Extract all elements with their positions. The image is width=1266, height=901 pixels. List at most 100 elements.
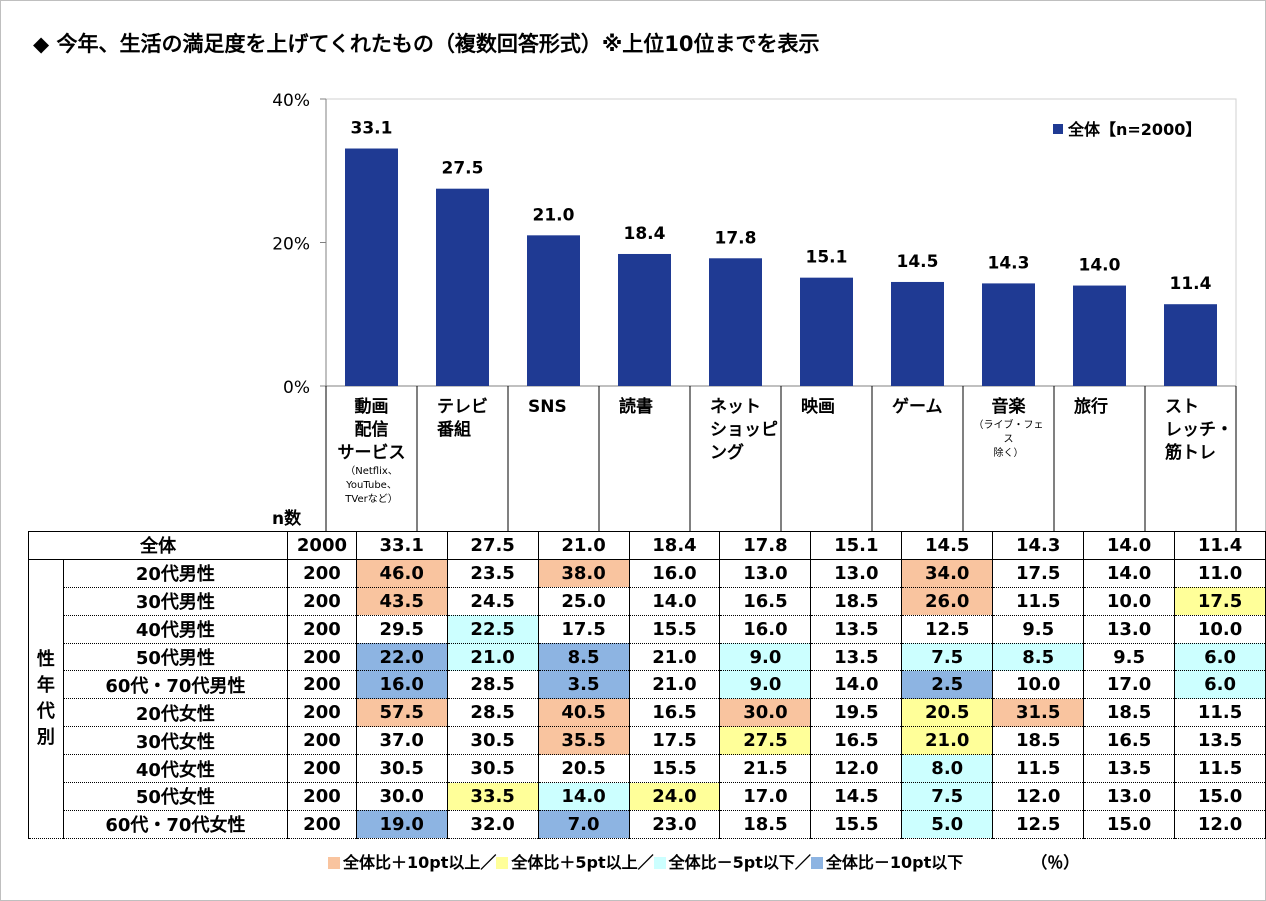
table-cell: 14.0 — [810, 670, 903, 700]
category-header: SNS — [528, 396, 597, 419]
legend-label: 全体比＋10pt以上／ — [343, 853, 497, 872]
row-label: 20代女性 — [62, 698, 289, 728]
table-cell: 18.4 — [628, 531, 721, 560]
category-label: 筋トレ — [1165, 443, 1216, 463]
table-cell: 13.5 — [1174, 726, 1266, 756]
n-value: 200 — [287, 809, 357, 839]
table-cell: 33.5 — [446, 782, 539, 811]
category-header: 旅行 — [1074, 396, 1143, 419]
table-cell: 10.0 — [992, 670, 1085, 700]
table-cell: 6.0 — [1174, 642, 1266, 672]
table-cell: 16.5 — [719, 586, 812, 616]
category-label: ショッピ — [710, 420, 778, 440]
row-label: 40代女性 — [62, 754, 289, 784]
table-cell: 13.5 — [1083, 754, 1176, 784]
row-label: 40代男性 — [62, 614, 289, 644]
category-label: SNS — [528, 397, 567, 417]
table-cell: 37.0 — [355, 726, 448, 756]
legend-label: 全体【n=2000】 — [1067, 120, 1201, 139]
table-cell: 14.0 — [537, 782, 630, 811]
n-header: n数 — [272, 509, 302, 529]
bar — [1073, 285, 1126, 386]
table-cell: 21.5 — [719, 754, 812, 784]
table-row: 50代男性 200 22.0 21.0 8.5 21.0 9.0 13.5 7.5 8.5 9.5 6… — [29, 642, 1266, 672]
table-cell: 6.0 — [1174, 670, 1266, 700]
category-note: 除く） — [993, 448, 1024, 459]
table-cell: 24.0 — [628, 782, 721, 811]
table-cell: 16.0 — [628, 558, 721, 588]
unit-label: （％） — [1031, 853, 1080, 872]
category-note: （Netflix、 — [345, 466, 398, 477]
table-cell: 35.5 — [537, 726, 630, 756]
table-cell: 12.0 — [1174, 809, 1266, 839]
table-cell: 12.0 — [992, 782, 1085, 811]
table-cell: 29.5 — [355, 614, 448, 644]
table-cell: 24.5 — [446, 586, 539, 616]
bar-value-label: 33.1 — [351, 119, 393, 139]
category-label: ネット — [710, 397, 761, 417]
category-header: 動画 配信 サービス （Netflix、 YouTube、 TVerなど） — [334, 396, 409, 507]
legend-swatch — [496, 857, 509, 869]
table-cell: 30.5 — [355, 754, 448, 784]
n-value: 200 — [287, 670, 357, 700]
category-label: テレビ — [437, 397, 488, 417]
bar-value-label: 14.3 — [988, 253, 1030, 273]
table-cell: 28.5 — [446, 670, 539, 700]
n-value: 200 — [287, 586, 357, 616]
table-cell: 11.4 — [1174, 531, 1266, 560]
table-row: 30代女性 200 37.0 30.5 35.5 17.5 27.5 16.5 21.0 18.5… — [29, 726, 1266, 756]
table-cell: 13.0 — [810, 558, 903, 588]
table-row: 40代男性 200 29.5 22.5 17.5 15.5 16.0 13.5 12.5 9.5 1… — [29, 614, 1266, 644]
row-label: 60代・70代女性 — [62, 809, 289, 839]
table-cell: 21.0 — [628, 642, 721, 672]
row-label: 30代男性 — [62, 586, 289, 616]
table-cell: 40.5 — [537, 698, 630, 728]
table-cell: 28.5 — [446, 698, 539, 728]
table-cell: 11.5 — [992, 754, 1085, 784]
y-tick-label: 20% — [272, 235, 310, 255]
table-cell: 15.5 — [628, 754, 721, 784]
category-header: ネット ショッピ ング — [710, 396, 779, 465]
table-cell: 9.5 — [1083, 642, 1176, 672]
table-cell: 19.5 — [810, 698, 903, 728]
category-label: 音楽 — [991, 397, 1026, 417]
table-row: 60代・70代男性 200 16.0 28.5 3.5 21.0 9.0 14.0 2.5 10.… — [29, 670, 1266, 700]
row-label: 60代・70代男性 — [62, 670, 289, 700]
category-label: 映画 — [801, 397, 835, 417]
category-label: 番組 — [437, 420, 471, 440]
table-cell: 15.0 — [1083, 809, 1176, 839]
row-label: 30代女性 — [62, 726, 289, 756]
category-label: ゲーム — [892, 397, 943, 417]
table-cell: 17.5 — [628, 726, 721, 756]
category-note: TVerなど） — [345, 494, 398, 505]
table-cell: 16.0 — [719, 614, 812, 644]
n-value: 200 — [287, 754, 357, 784]
bar — [800, 277, 853, 386]
legend-swatch — [1053, 124, 1063, 134]
category-header: テレビ 番組 — [437, 396, 506, 442]
table-cell: 10.0 — [1174, 614, 1266, 644]
table-row: 60代・70代女性 200 19.0 32.0 7.0 23.0 18.5 15.5 5.0 12… — [29, 809, 1266, 839]
table-cell: 17.0 — [1083, 670, 1176, 700]
table-cell: 22.0 — [355, 642, 448, 672]
category-label: ング — [710, 443, 744, 463]
table-cell: 14.0 — [1083, 531, 1176, 560]
bar-value-label: 15.1 — [806, 248, 848, 268]
bar — [527, 235, 580, 386]
table-cell: 17.5 — [1174, 586, 1266, 616]
table-cell: 30.0 — [719, 698, 812, 728]
table-cell: 15.0 — [1174, 782, 1266, 811]
bar — [345, 148, 398, 386]
table-cell: 14.3 — [992, 531, 1085, 560]
y-tick-label: 40% — [272, 91, 310, 111]
table-cell: 27.5 — [446, 531, 539, 560]
table-cell: 43.5 — [355, 586, 448, 616]
table-cell: 8.0 — [901, 754, 994, 784]
table-row: 50代女性 200 30.0 33.5 14.0 24.0 17.0 14.5 7.5 12.0 1… — [29, 782, 1266, 811]
table-cell: 32.0 — [446, 809, 539, 839]
table-cell: 15.1 — [810, 531, 903, 560]
table-cell: 30.5 — [446, 754, 539, 784]
table-cell: 21.0 — [901, 726, 994, 756]
table-cell: 23.0 — [628, 809, 721, 839]
